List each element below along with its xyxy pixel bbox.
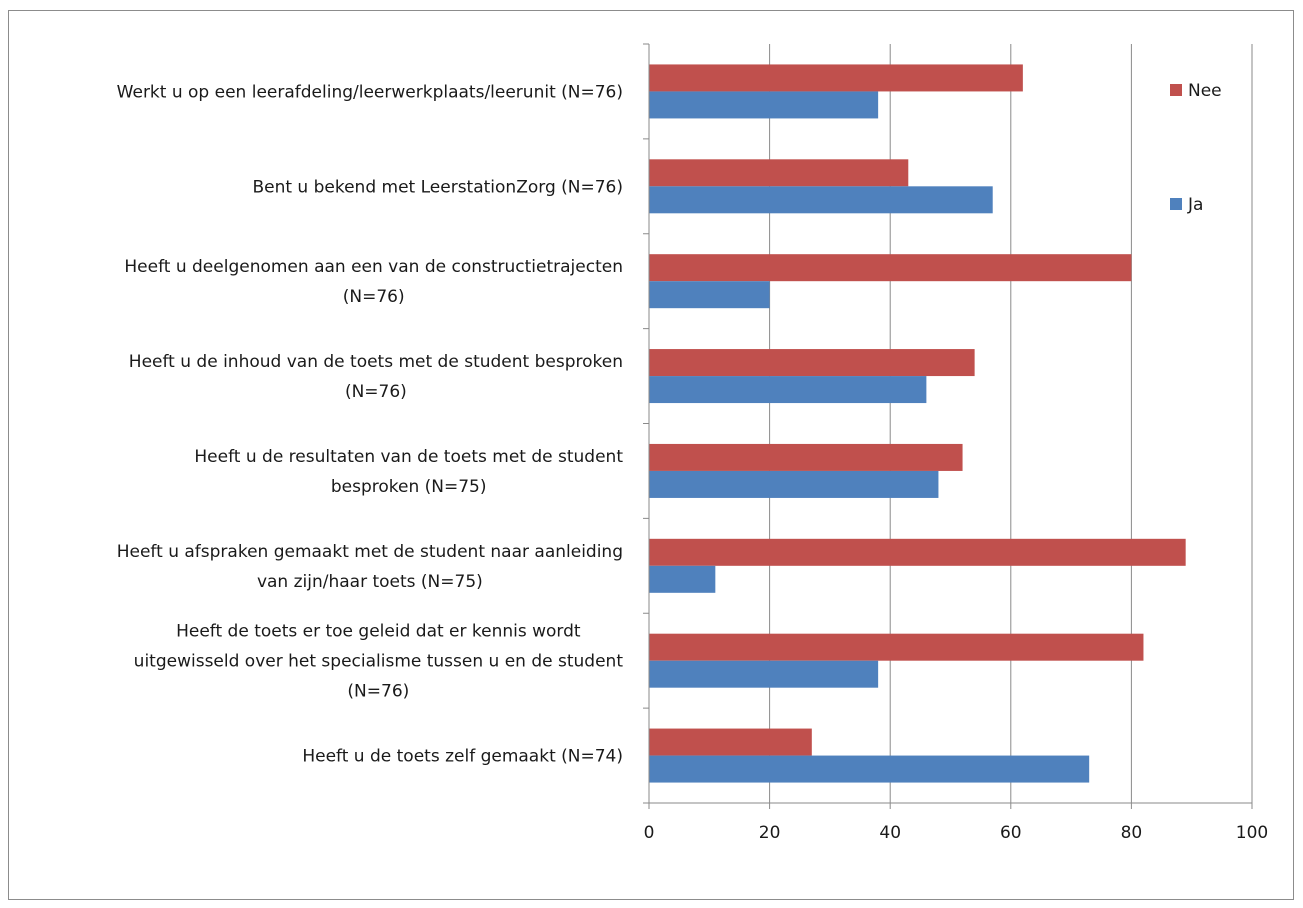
x-tick-label: 0 (644, 823, 655, 843)
legend-item-ja: Ja (1170, 195, 1203, 215)
category-label-line: Heeft u de toets zelf gemaakt (N=74) (302, 747, 623, 767)
category-label-line: Heeft u de resultaten van de toets met d… (194, 447, 623, 467)
category-label-line: (N=76) (343, 287, 405, 307)
bar-ja (649, 755, 1090, 783)
bar-nee (649, 728, 812, 756)
bar-ja (649, 565, 716, 593)
category-label-line: besproken (N=75) (331, 477, 487, 497)
category-label-line: Werkt u op een leerafdeling/leerwerkplaa… (117, 82, 623, 102)
legend: Nee Ja (1170, 81, 1222, 215)
bar-nee (649, 64, 1023, 92)
category-label: Bent u bekend met LeerstationZorg (N=76) (252, 177, 623, 197)
bars (649, 64, 1186, 783)
category-label: Heeft u de toets zelf gemaakt (N=74) (302, 747, 623, 767)
bar-ja (649, 376, 927, 404)
bar-ja (649, 660, 879, 688)
category-label: Heeft u deelgenomen aan een van de const… (124, 257, 623, 307)
legend-swatch (1170, 84, 1182, 96)
legend-label: Nee (1188, 81, 1222, 101)
x-tick-label: 60 (1000, 823, 1022, 843)
axes (643, 43, 1253, 809)
category-label: Heeft u de resultaten van de toets met d… (194, 447, 623, 497)
bar-nee (649, 633, 1144, 661)
category-label-line: uitgewisseld over het specialisme tussen… (134, 652, 624, 672)
x-tick-label: 40 (879, 823, 901, 843)
category-label-line: Bent u bekend met LeerstationZorg (N=76) (252, 177, 623, 197)
category-label: Heeft u afspraken gemaakt met de student… (117, 542, 623, 592)
bar-ja (649, 186, 993, 214)
category-label: Heeft de toets er toe geleid dat er kenn… (134, 622, 624, 702)
bar-ja (649, 470, 939, 498)
category-label-line: (N=76) (347, 682, 409, 702)
gridlines (769, 44, 1253, 803)
x-tick-label: 100 (1236, 823, 1268, 843)
x-tick-label: 20 (759, 823, 781, 843)
category-labels: Werkt u op een leerafdeling/leerwerkplaa… (117, 82, 624, 766)
legend-swatch (1170, 198, 1182, 210)
bar-nee (649, 254, 1132, 282)
category-label-line: Heeft de toets er toe geleid dat er kenn… (176, 622, 581, 642)
bar-ja (649, 281, 770, 309)
category-label-line: van zijn/haar toets (N=75) (257, 572, 483, 592)
legend-item-nee: Nee (1170, 81, 1222, 101)
legend-label: Ja (1187, 195, 1203, 215)
bar-nee (649, 349, 975, 377)
bar-ja (649, 91, 879, 119)
category-label: Werkt u op een leerafdeling/leerwerkplaa… (117, 82, 623, 102)
x-tick-label: 80 (1121, 823, 1143, 843)
category-label-line: Heeft u de inhoud van de toets met de st… (129, 352, 623, 372)
category-label-line: Heeft u afspraken gemaakt met de student… (117, 542, 623, 562)
category-label-line: Heeft u deelgenomen aan een van de const… (124, 257, 623, 277)
bar-nee (649, 443, 963, 471)
category-label-line: (N=76) (345, 382, 407, 402)
tick-labels: 0 20 40 60 80 100 (644, 823, 1269, 843)
category-label: Heeft u de inhoud van de toets met de st… (129, 352, 623, 402)
bar-nee (649, 159, 909, 187)
bar-nee (649, 538, 1186, 566)
